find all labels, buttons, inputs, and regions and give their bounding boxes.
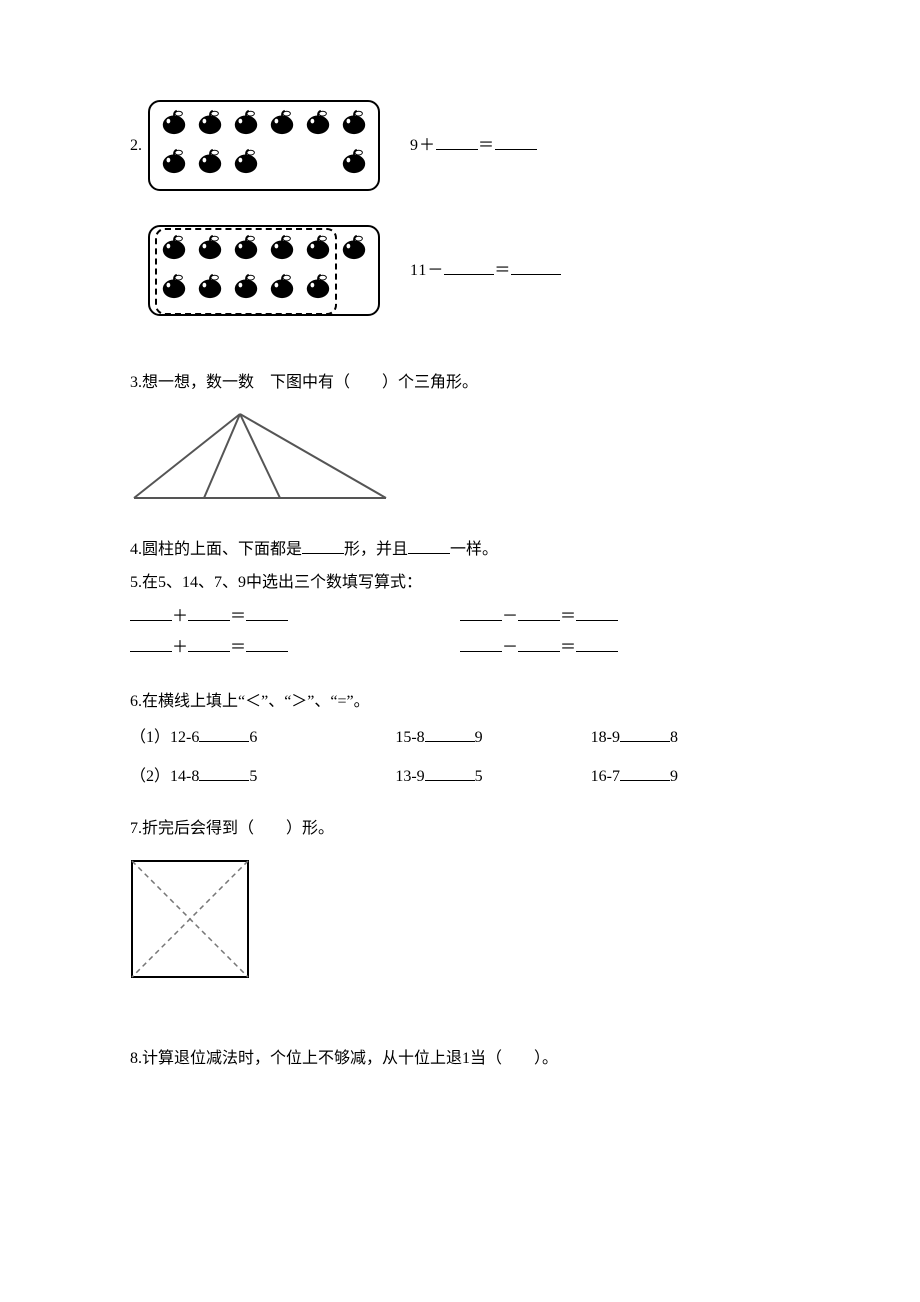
q6-r2-p1a: 14-8	[170, 768, 199, 785]
q3-triangle-figure	[130, 410, 790, 511]
q5-blank[interactable]	[460, 635, 502, 652]
cmp-blank[interactable]	[425, 725, 475, 742]
q8-text: 8.计算退位减法时，个位上不够减，从十位上退1当（ ）。	[130, 1046, 790, 1072]
eq: ＝	[560, 608, 576, 625]
eq2-mid: ＝	[494, 262, 511, 279]
q2-apple-frame-1	[148, 100, 380, 191]
cmp-blank[interactable]	[425, 764, 475, 781]
q2-number: 2.	[130, 133, 142, 159]
q5-title: 5.在5、14、7、9中选出三个数填写算式：	[130, 570, 790, 596]
q5-r1-c1: ＋＝	[130, 604, 460, 630]
q2-dashed-subset-box	[155, 228, 337, 315]
q2-equation-2: 11－ ＝	[410, 258, 561, 284]
q5-blank[interactable]	[576, 635, 618, 652]
eq: ＝	[230, 608, 246, 625]
apple-icon	[304, 108, 332, 145]
q6-r1-p2a: 15-8	[395, 729, 424, 746]
q2-row-1: 2. 9＋ ＝	[130, 100, 790, 191]
q6-r1-p3a: 18-9	[591, 729, 620, 746]
q5-blank[interactable]	[130, 635, 172, 652]
q6-row-1: （1）12-6 6 15-8 9 18-9 8	[130, 725, 790, 751]
apple-icon	[196, 108, 224, 145]
minus: －	[502, 608, 518, 625]
q6-r2-label: （2）	[130, 768, 170, 785]
q6-r1-p1a: 12-6	[170, 729, 199, 746]
cmp-blank[interactable]	[620, 725, 670, 742]
q7-text: 7.折完后会得到（ ）形。	[130, 816, 790, 842]
q7-fold-figure	[130, 859, 790, 988]
q5-r2-c1: ＋＝	[130, 635, 460, 661]
q5-blank[interactable]	[188, 635, 230, 652]
cmp-blank[interactable]	[199, 725, 249, 742]
apple-icon	[232, 108, 260, 145]
apple-icon	[160, 147, 188, 184]
q6-r2-p3a: 16-7	[591, 768, 620, 785]
q2-frame-2-wrap	[148, 225, 380, 316]
q5-blank[interactable]	[130, 604, 172, 621]
empty-slot	[304, 147, 332, 175]
empty-slot	[340, 272, 368, 300]
q6-r2-p2b: 5	[475, 768, 483, 785]
q5-blank[interactable]	[518, 604, 560, 621]
q4-b: 形，并且	[344, 541, 408, 558]
q6-r1-p2b: 9	[475, 729, 483, 746]
q5-blank[interactable]	[246, 604, 288, 621]
empty-slot	[268, 147, 296, 175]
q5-blank[interactable]	[518, 635, 560, 652]
q6-r1-p3b: 8	[670, 729, 678, 746]
apple-icon	[340, 147, 368, 184]
eq: ＝	[230, 639, 246, 656]
q6-r2-p2a: 13-9	[395, 768, 424, 785]
q6-title: 6.在横线上填上“＜”、“＞”、“=”。	[130, 689, 790, 715]
q4-a: 4.圆柱的上面、下面都是	[130, 541, 302, 558]
q6-r1-p1b: 6	[249, 729, 257, 746]
q2-row-2: 2. 11－＝	[130, 225, 790, 316]
cmp-blank[interactable]	[199, 764, 249, 781]
q5-blank[interactable]	[246, 635, 288, 652]
q4-blank-2[interactable]	[408, 537, 450, 554]
q6-r1-label: （1）	[130, 729, 170, 746]
triangle-diagram	[130, 410, 390, 502]
q5-row-2: ＋＝ －＝	[130, 635, 790, 661]
apple-icon	[196, 147, 224, 184]
plus: ＋	[172, 639, 188, 656]
square-fold-diagram	[130, 859, 250, 979]
eq1-blank-1[interactable]	[436, 133, 478, 150]
q6-r2-p3b: 9	[670, 768, 678, 785]
apple-icon	[340, 233, 368, 270]
eq1-left: 9＋	[410, 137, 436, 154]
q5-blank[interactable]	[460, 604, 502, 621]
eq1-mid: ＝	[478, 137, 495, 154]
q5-row-1: ＋＝ －＝	[130, 604, 790, 630]
q5-r2-c2: －＝	[460, 635, 790, 661]
q3-text: 3.想一想，数一数 下图中有（ ）个三角形。	[130, 370, 790, 396]
eq2-blank-1[interactable]	[444, 258, 494, 275]
eq1-blank-2[interactable]	[495, 133, 537, 150]
apple-icon	[160, 108, 188, 145]
apple-icon	[268, 108, 296, 145]
q6-row-2: （2）14-8 5 13-9 5 16-7 9	[130, 764, 790, 790]
cmp-blank[interactable]	[620, 764, 670, 781]
q5-blank[interactable]	[576, 604, 618, 621]
q2-equation-1: 9＋ ＝	[410, 133, 537, 159]
q4-line: 4.圆柱的上面、下面都是 形，并且 一样。	[130, 537, 790, 563]
q6-r2-p1b: 5	[249, 768, 257, 785]
eq2-left: 11－	[410, 262, 444, 279]
q5-blank[interactable]	[188, 604, 230, 621]
q4-c: 一样。	[450, 541, 498, 558]
eq: ＝	[560, 639, 576, 656]
apple-icon	[340, 108, 368, 145]
plus: ＋	[172, 608, 188, 625]
q4-blank-1[interactable]	[302, 537, 344, 554]
eq2-blank-2[interactable]	[511, 258, 561, 275]
q5-r1-c2: －＝	[460, 604, 790, 630]
minus: －	[502, 639, 518, 656]
apple-icon	[232, 147, 260, 184]
worksheet-page: 2. 9＋ ＝ 2. 11－ ＝ 3.想一想，数一数 下图中有（ ）个三角形。 4.…	[0, 0, 920, 1140]
